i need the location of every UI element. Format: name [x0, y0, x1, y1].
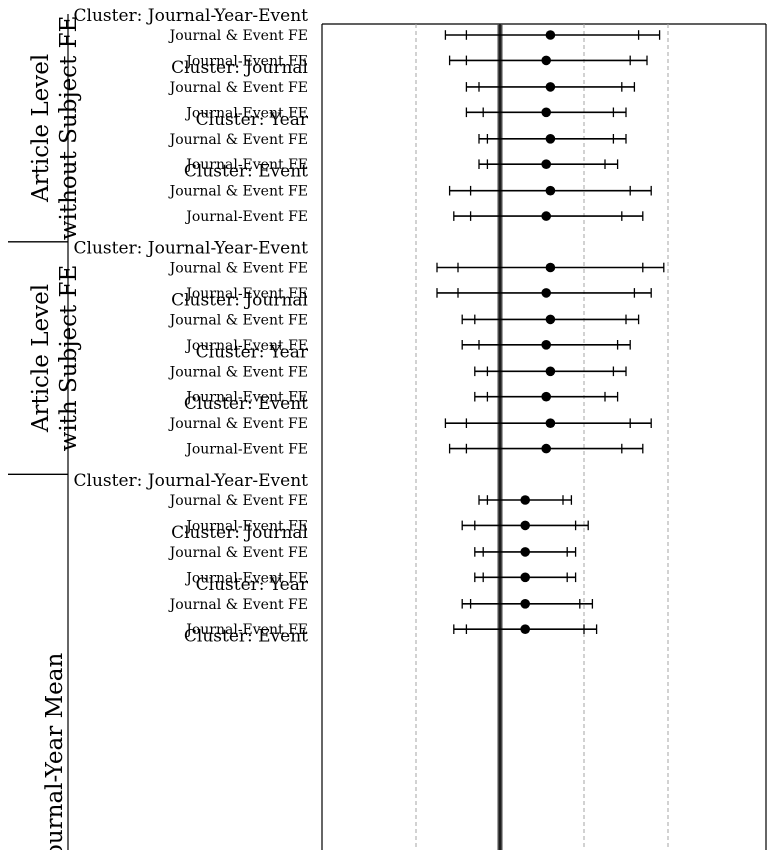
point-estimate — [541, 55, 551, 66]
row-label: Journal & Event FE — [168, 493, 308, 509]
point-estimate — [545, 366, 556, 377]
row-label: Journal & Event FE — [168, 28, 308, 44]
row-label: Journal-Event FE — [184, 442, 308, 458]
point-estimate — [520, 495, 530, 505]
point-estimate — [541, 107, 551, 118]
row-label: Journal-Event FE — [184, 622, 308, 638]
cluster-label: Cluster: Journal — [171, 58, 308, 78]
cluster-label: Cluster: Year — [196, 575, 309, 595]
point-estimate — [541, 211, 551, 221]
cluster-label: Cluster: Journal-Year-Event — [74, 239, 309, 259]
row-label: Journal & Event FE — [168, 132, 308, 148]
row-label: Journal & Event FE — [168, 261, 308, 277]
cluster-label: Cluster: Event — [184, 627, 308, 647]
group-label: without Subject FE — [56, 16, 82, 241]
point-estimate — [545, 314, 556, 325]
point-estimate — [520, 572, 530, 583]
row-label: Journal-Event FE — [184, 105, 308, 121]
cluster-label: Cluster: Journal — [171, 523, 308, 543]
cluster-label: Cluster: Event — [184, 394, 308, 414]
point-estimate — [520, 547, 530, 557]
row-label: Journal & Event FE — [168, 184, 308, 200]
row-label: Journal-Event FE — [184, 209, 308, 225]
point-estimate — [541, 391, 551, 402]
point-estimate — [520, 624, 530, 634]
point-estimate — [541, 288, 551, 298]
group-label: Article Level — [28, 284, 54, 433]
point-estimate — [520, 520, 530, 531]
row-label: Journal-Event FE — [184, 53, 308, 69]
point-estimate — [545, 82, 556, 92]
point-estimate — [545, 185, 556, 196]
row-label: Journal-Event FE — [184, 338, 308, 354]
cluster-label: Cluster: Journal-Year-Event — [74, 471, 309, 491]
point-estimate — [545, 30, 556, 40]
row-label: Journal & Event FE — [168, 80, 308, 96]
row-label: Journal & Event FE — [168, 364, 308, 380]
point-estimate — [520, 599, 530, 609]
row-label: Journal-Event FE — [184, 286, 308, 302]
cluster-label: Cluster: Journal-Year-Event — [74, 6, 309, 26]
point-estimate — [541, 340, 551, 350]
point-estimate — [545, 134, 556, 144]
cluster-label: Cluster: Journal — [171, 290, 308, 310]
cluster-label: Cluster: Year — [196, 110, 309, 130]
point-estimate — [545, 418, 556, 429]
row-label: Journal & Event FE — [168, 416, 308, 432]
row-label: Journal-Event FE — [184, 390, 308, 406]
row-label: Journal-Event FE — [184, 570, 308, 586]
row-label: Journal-Event FE — [184, 518, 308, 534]
group-label: Journal-Year Mean — [42, 653, 68, 850]
group-label: with Subject FE — [56, 265, 82, 452]
point-estimate — [545, 262, 556, 273]
point-estimate — [541, 443, 551, 454]
point-estimate — [541, 159, 551, 169]
row-label: Journal & Event FE — [168, 597, 308, 613]
cluster-label: Cluster: Year — [196, 342, 309, 362]
plot-panel — [321, 23, 767, 850]
cluster-label: Cluster: Event — [184, 162, 308, 182]
row-label: Journal & Event FE — [168, 312, 308, 328]
row-label: Journal & Event FE — [168, 545, 308, 561]
row-label: Journal-Event FE — [184, 157, 308, 173]
group-label: Article Level — [28, 54, 54, 203]
